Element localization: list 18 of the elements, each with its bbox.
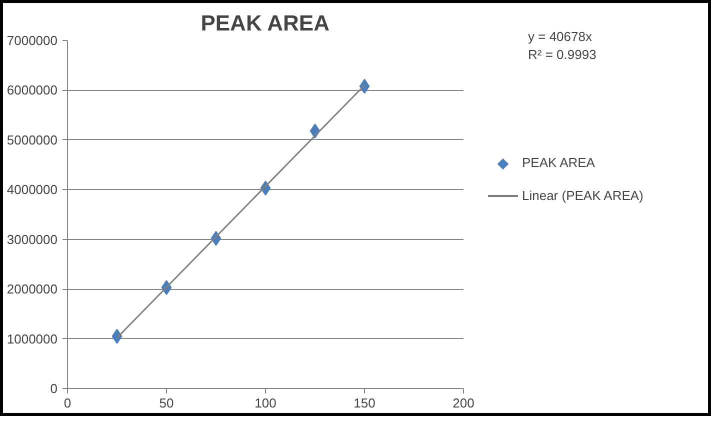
- legend-label: PEAK AREA: [522, 155, 595, 170]
- x-tick-label: 100: [254, 396, 276, 410]
- legend-label: Linear (PEAK AREA): [522, 188, 644, 203]
- y-tick-label: 2000000: [6, 282, 58, 297]
- y-tick-label: 5000000: [6, 132, 58, 148]
- y-tick-label: 6000000: [6, 82, 58, 98]
- x-tick-label: 200: [452, 396, 474, 410]
- x-tick-label: 0: [64, 396, 72, 410]
- x-tick-label: 150: [354, 396, 376, 410]
- y-tick-label: 7000000: [6, 33, 58, 48]
- y-tick-label: 4000000: [6, 182, 58, 198]
- y-tick-label: 1000000: [6, 331, 58, 346]
- chart-title: PEAK AREA: [200, 10, 330, 36]
- x-tick-label: 50: [159, 396, 174, 410]
- text: y = 40678x R² = 0.9993: [528, 28, 598, 64]
- y-tick-label: 0: [50, 381, 58, 396]
- y-tick-label: 3000000: [6, 232, 58, 247]
- point: [359, 78, 370, 94]
